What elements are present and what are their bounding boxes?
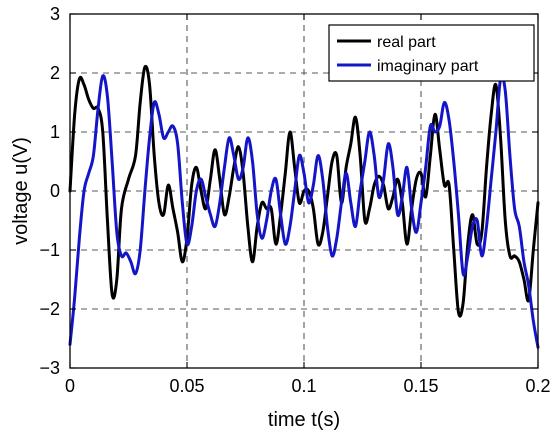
- x-tick-label: 0.15: [403, 376, 438, 396]
- y-tick-label: 1: [50, 122, 60, 142]
- ticks: 0 0.05 0.1 0.15 0.2 −3 −2 −1 0 1 2 3: [39, 4, 550, 396]
- legend-box: [328, 24, 535, 82]
- legend-label-real-part: real part: [377, 34, 436, 51]
- x-tick-label: 0: [65, 376, 75, 396]
- legend: real part imaginary part: [328, 24, 535, 82]
- x-tick-label: 0.05: [169, 376, 204, 396]
- y-tick-label: 2: [50, 63, 60, 83]
- y-tick-label: 3: [50, 4, 60, 24]
- x-tick-label: 0.2: [525, 376, 550, 396]
- y-tick-label: −1: [39, 240, 60, 260]
- y-tick-label: −3: [39, 358, 60, 378]
- y-tick-label: −2: [39, 299, 60, 319]
- series-line-imaginary-part: [68, 74, 540, 349]
- y-axis-label: voltage u(V): [10, 137, 32, 245]
- legend-label-imaginary-part: imaginary part: [377, 58, 479, 75]
- x-axis-label: time t(s): [268, 409, 340, 431]
- y-tick-label: 0: [50, 181, 60, 201]
- series-layer: [68, 64, 540, 349]
- x-tick-label: 0.1: [291, 376, 316, 396]
